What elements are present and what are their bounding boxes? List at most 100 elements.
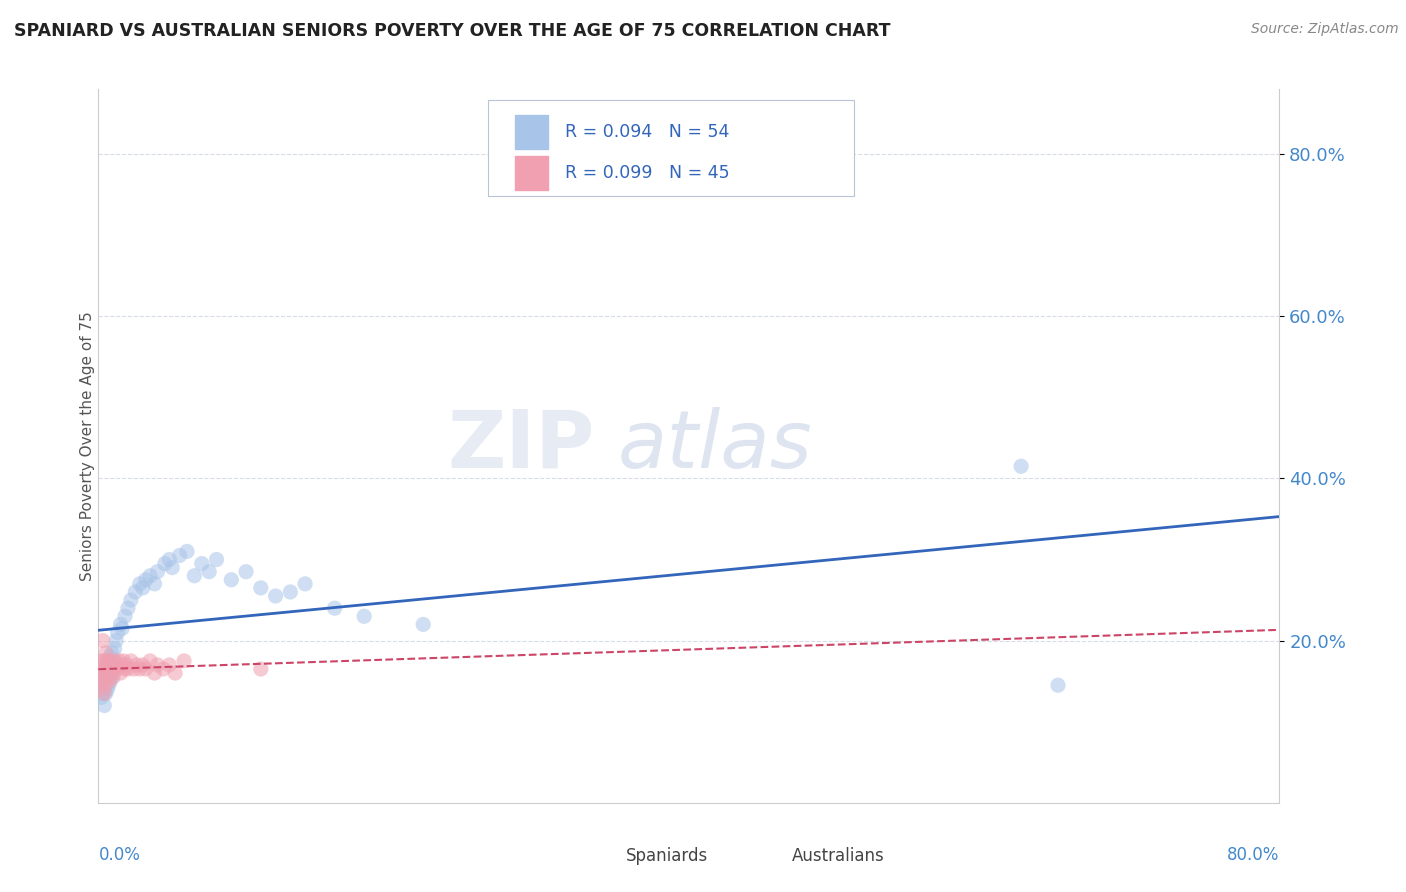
Point [94, 654, 117, 668]
Point [1046, 678, 1069, 692]
Point [205, 552, 228, 566]
Point [132, 657, 155, 672]
Point [198, 565, 221, 579]
Point [93, 662, 115, 676]
Point [97, 678, 120, 692]
Point [111, 622, 134, 636]
Point [107, 625, 129, 640]
Text: R = 0.094   N = 54: R = 0.094 N = 54 [565, 123, 730, 141]
Point [96, 670, 118, 684]
Point [94, 678, 117, 692]
Point [103, 657, 125, 672]
Point [173, 654, 195, 668]
Point [104, 641, 127, 656]
Point [135, 573, 157, 587]
Text: atlas: atlas [619, 407, 813, 485]
Text: Spaniards: Spaniards [626, 847, 709, 865]
Text: Australians: Australians [792, 847, 884, 865]
Point [122, 662, 145, 676]
Point [107, 657, 129, 672]
Point [152, 662, 174, 676]
Point [100, 670, 122, 684]
Point [93, 686, 115, 700]
Point [153, 557, 176, 571]
Point [104, 654, 127, 668]
Point [353, 609, 375, 624]
Text: 0.0%: 0.0% [98, 846, 141, 863]
Point [91, 662, 114, 676]
Point [90, 654, 112, 668]
FancyBboxPatch shape [754, 842, 783, 869]
Point [96, 682, 118, 697]
Point [93, 674, 115, 689]
Point [219, 573, 242, 587]
Point [157, 552, 180, 566]
Point [120, 593, 142, 607]
Point [91, 678, 114, 692]
Point [98, 666, 121, 681]
Point [135, 662, 157, 676]
Point [191, 557, 214, 571]
FancyBboxPatch shape [589, 842, 619, 869]
Point [294, 577, 316, 591]
Point [90, 670, 112, 684]
Point [250, 662, 273, 676]
Point [117, 662, 139, 676]
Point [125, 657, 148, 672]
Point [132, 581, 155, 595]
Point [1010, 459, 1032, 474]
Point [143, 577, 166, 591]
Point [98, 674, 121, 689]
Text: ZIP: ZIP [447, 407, 595, 485]
FancyBboxPatch shape [488, 100, 855, 196]
Point [146, 657, 169, 672]
Text: 80.0%: 80.0% [1227, 846, 1279, 863]
Point [91, 633, 114, 648]
Point [108, 654, 131, 668]
Point [103, 670, 125, 684]
Point [117, 601, 139, 615]
Point [93, 654, 115, 668]
Y-axis label: Seniors Poverty Over the Age of 75: Seniors Poverty Over the Age of 75 [80, 311, 94, 581]
Point [97, 657, 120, 672]
Point [114, 609, 136, 624]
Point [176, 544, 198, 558]
Point [120, 654, 142, 668]
Point [169, 549, 191, 563]
Point [103, 666, 125, 681]
Point [264, 589, 287, 603]
Text: SPANIARD VS AUSTRALIAN SENIORS POVERTY OVER THE AGE OF 75 CORRELATION CHART: SPANIARD VS AUSTRALIAN SENIORS POVERTY O… [14, 22, 890, 40]
Point [94, 662, 117, 676]
Text: R = 0.099   N = 45: R = 0.099 N = 45 [565, 164, 730, 182]
Point [128, 662, 150, 676]
Point [89, 682, 111, 697]
Point [157, 657, 180, 672]
Point [98, 654, 121, 668]
Point [165, 666, 187, 681]
Point [111, 657, 134, 672]
Point [93, 666, 115, 681]
Point [278, 585, 302, 599]
Point [412, 617, 434, 632]
Point [110, 617, 132, 632]
Point [105, 633, 128, 648]
Point [94, 646, 117, 660]
Point [91, 686, 114, 700]
FancyBboxPatch shape [516, 156, 548, 190]
Point [146, 565, 169, 579]
Point [100, 646, 122, 660]
Point [110, 666, 132, 681]
Point [128, 577, 150, 591]
Point [235, 565, 257, 579]
Point [98, 649, 121, 664]
Point [183, 568, 205, 582]
Point [114, 662, 136, 676]
Point [96, 654, 118, 668]
Point [97, 657, 120, 672]
Point [94, 670, 117, 684]
Point [93, 698, 115, 713]
Point [115, 657, 138, 672]
Point [91, 674, 114, 689]
Point [100, 662, 122, 676]
Point [139, 654, 162, 668]
